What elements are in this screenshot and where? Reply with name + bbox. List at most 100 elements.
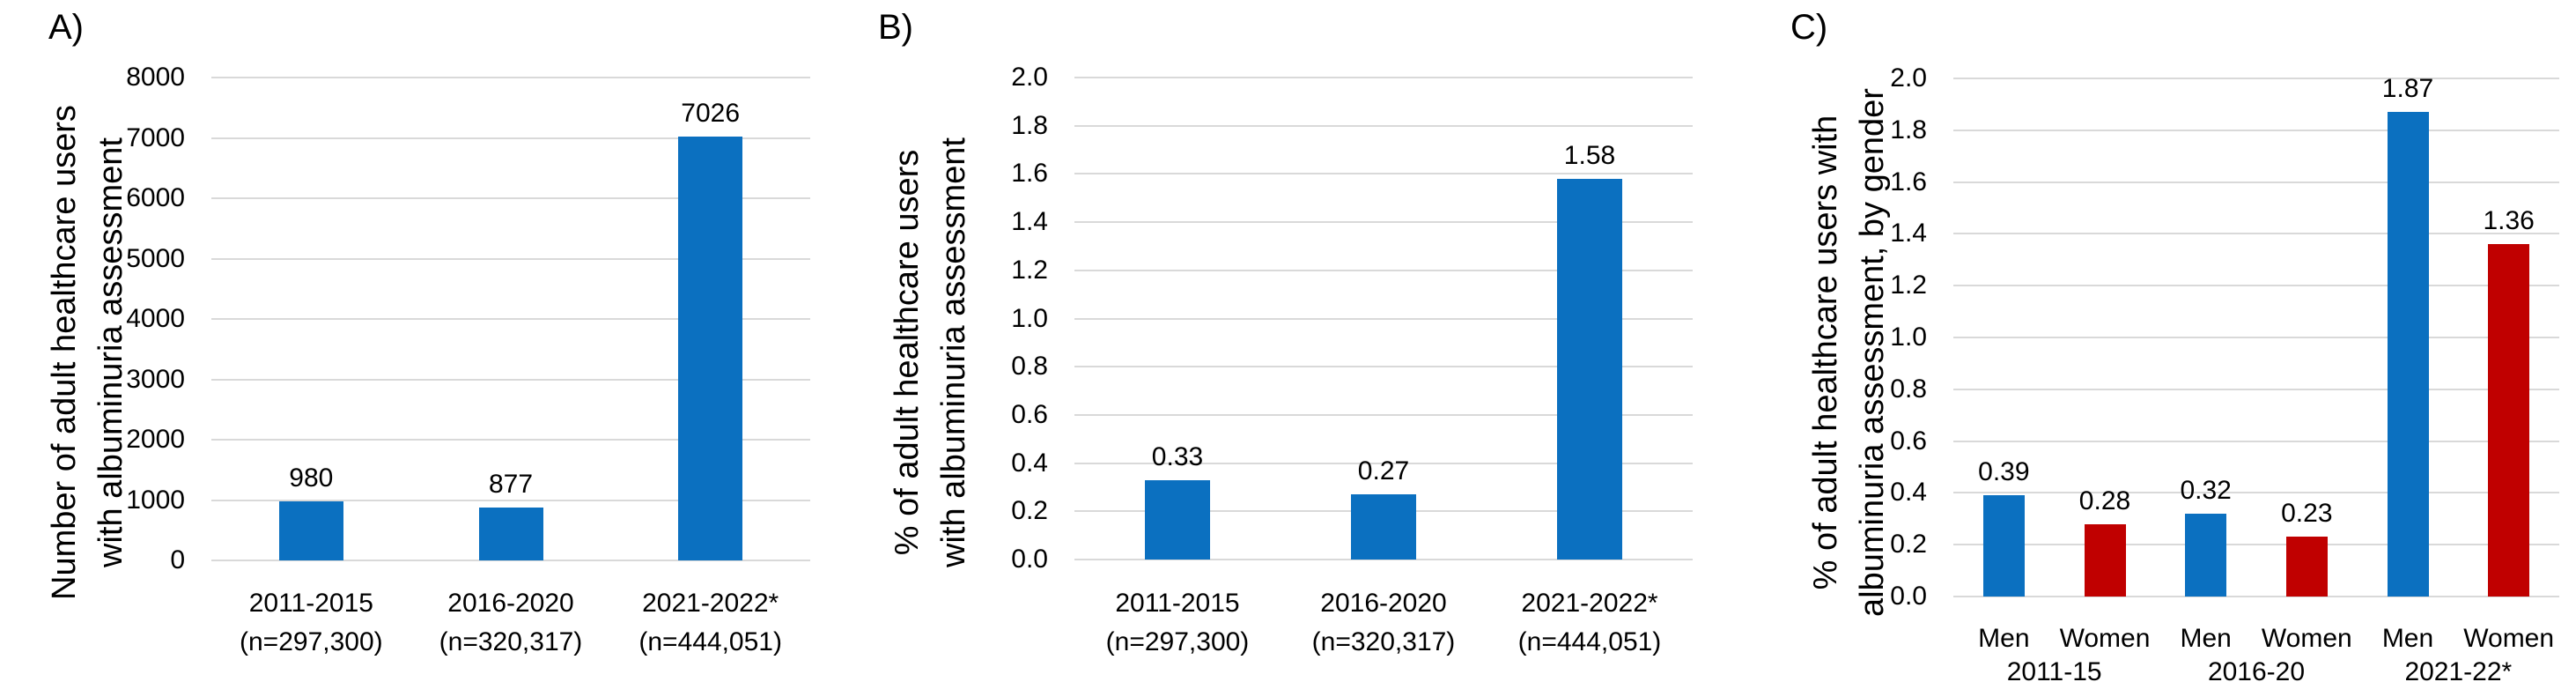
x-category-label: Men <box>2180 624 2232 653</box>
y-tick-label: 1.6 <box>1011 159 1048 189</box>
gridline <box>211 77 810 78</box>
gridline <box>1953 129 2559 131</box>
bar-value-label: 0.32 <box>2180 475 2232 505</box>
y-tick-label: 1.2 <box>1890 271 1927 300</box>
x-group-label: 2011-15 <box>2006 657 2102 682</box>
y-tick-label: 5000 <box>126 243 185 273</box>
y-tick-label: 0.4 <box>1890 478 1927 508</box>
y-tick-label: 1.4 <box>1890 219 1927 248</box>
x-category-label: (n=444,051) <box>1517 627 1662 656</box>
y-tick-label: 1.6 <box>1890 167 1927 196</box>
y-tick-label: 1.0 <box>1890 322 1927 352</box>
gridline <box>1953 337 2559 338</box>
x-category-label: Women <box>2261 624 2352 653</box>
bar-men <box>2387 112 2429 597</box>
bar-value-label: 1.58 <box>1563 140 1616 170</box>
x-category-label: 2011-2015 <box>1115 589 1240 618</box>
x-group-label: 2016-20 <box>2207 657 2306 682</box>
y-tick-label: 1.8 <box>1011 110 1048 140</box>
gridline <box>1074 462 1693 464</box>
x-category-label: Women <box>2463 624 2555 653</box>
gridline <box>211 499 810 501</box>
bar-value-label: 0.39 <box>1978 457 2030 487</box>
y-tick-label: 4000 <box>126 304 185 333</box>
gridline <box>1953 388 2559 390</box>
y-tick-label: 1.4 <box>1011 207 1048 237</box>
bar-2011-2015 <box>1145 479 1210 560</box>
x-category-label: 2021-2022* <box>642 589 779 618</box>
x-category-label: (n=320,317) <box>1311 627 1456 656</box>
gridline <box>1953 492 2559 494</box>
panel-c-plot-area: 0.39 0.28 0.32 0.23 1.87 1.36 <box>1953 74 2559 597</box>
bar-women <box>2084 523 2126 597</box>
y-tick-label: 0.8 <box>1890 374 1927 404</box>
gridline <box>1953 596 2559 597</box>
gridline <box>211 439 810 441</box>
gridline <box>1953 233 2559 235</box>
bar-value-label: 877 <box>488 469 534 499</box>
y-tick-label: 0.6 <box>1011 399 1048 429</box>
gridline <box>1953 440 2559 442</box>
y-tick-label: 6000 <box>126 183 185 212</box>
bar-2021-2022- <box>678 136 743 560</box>
y-tick-label: 1.0 <box>1011 303 1048 333</box>
y-tick-label: 2.0 <box>1890 63 1927 93</box>
bar-value-label: 0.23 <box>2281 499 2333 529</box>
y-tick-label: 1.8 <box>1890 115 1927 145</box>
panel-b-plot-area: 0.33 0.27 1.58 <box>1074 77 1693 560</box>
gridline <box>1074 173 1693 175</box>
x-category-label: Men <box>1978 624 2030 653</box>
y-tick-label: 0.2 <box>1011 496 1048 526</box>
y-tick-label: 8000 <box>126 63 185 92</box>
y-tick-label: 2.0 <box>1011 63 1048 92</box>
bar-men <box>1982 495 2025 597</box>
bar-value-label: 0.28 <box>2078 486 2131 515</box>
bar-2021-2022- <box>1557 178 1622 560</box>
panel-b: B) % of adult healthcare users with albu… <box>867 0 1779 682</box>
x-category-label: 2021-2022* <box>1521 589 1658 618</box>
bar-value-label: 0.27 <box>1357 456 1410 486</box>
gridline <box>1953 78 2559 79</box>
bar-value-label: 1.36 <box>2483 206 2535 236</box>
x-category-label: 2011-2015 <box>248 589 373 618</box>
x-category-label: 2016-2020 <box>1320 589 1447 618</box>
panel-b-letter: B) <box>878 8 913 47</box>
y-tick-label: 3000 <box>126 364 185 394</box>
gridline <box>211 197 810 199</box>
gridline <box>1953 285 2559 287</box>
y-tick-label: 1000 <box>126 485 185 515</box>
gridline <box>1074 124 1693 127</box>
panel-a: A) Number of adult healthcare users with… <box>0 0 867 682</box>
x-category-label: (n=320,317) <box>439 627 583 656</box>
x-category-label: (n=297,300) <box>240 627 383 656</box>
bar-women <box>2488 244 2530 597</box>
x-category-label: Men <box>2381 624 2434 653</box>
bar-value-label: 0.33 <box>1151 441 1204 471</box>
panel-c-letter: C) <box>1790 8 1828 47</box>
y-tick-label: 0.4 <box>1011 448 1048 478</box>
gridline <box>1074 317 1693 320</box>
y-tick-label: 0.6 <box>1890 426 1927 456</box>
bar-men <box>2185 513 2227 597</box>
y-tick-label: 1.2 <box>1011 255 1048 285</box>
bar-2011-2015 <box>278 500 343 560</box>
x-category-label: (n=297,300) <box>1105 627 1250 656</box>
bar-2016-2020 <box>1351 494 1416 560</box>
gridline <box>1074 77 1693 78</box>
bar-value-label: 1.87 <box>2381 74 2434 104</box>
panel-a-plot-area: 980 877 7026 <box>211 77 810 561</box>
y-tick-label: 2000 <box>126 425 185 454</box>
y-tick-label: 0 <box>170 545 185 575</box>
x-category-label: (n=444,051) <box>638 627 782 656</box>
y-tick-label: 0.0 <box>1890 582 1927 611</box>
bar-women <box>2285 537 2328 597</box>
gridline <box>1074 559 1693 560</box>
x-category-label: 2016-2020 <box>447 589 574 618</box>
x-group-label: 2021-22* <box>2404 657 2513 682</box>
bar-2016-2020 <box>478 507 543 560</box>
y-tick-label: 7000 <box>126 122 185 152</box>
gridline <box>1953 181 2559 183</box>
gridline <box>211 378 810 381</box>
gridline <box>211 560 810 561</box>
